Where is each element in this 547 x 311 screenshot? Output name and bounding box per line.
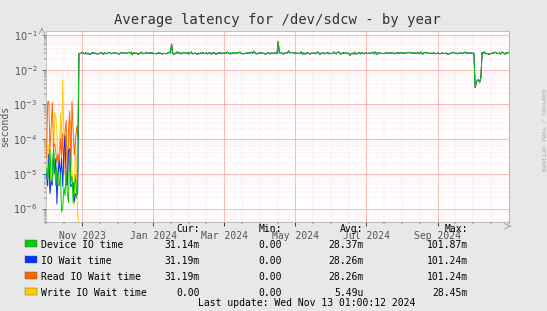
Text: Device IO time: Device IO time (41, 240, 123, 250)
Text: 101.24m: 101.24m (427, 256, 468, 266)
Text: Max:: Max: (444, 224, 468, 234)
Text: 0.00: 0.00 (258, 288, 282, 298)
Text: RRDTOOL / TOBI OETIKER: RRDTOOL / TOBI OETIKER (541, 89, 546, 172)
Text: 31.19m: 31.19m (165, 256, 200, 266)
Text: Min:: Min: (258, 224, 282, 234)
Text: 28.37m: 28.37m (329, 240, 364, 250)
Text: Avg:: Avg: (340, 224, 364, 234)
Text: Cur:: Cur: (176, 224, 200, 234)
Text: 28.26m: 28.26m (329, 272, 364, 282)
Text: 0.00: 0.00 (258, 272, 282, 282)
Title: Average latency for /dev/sdcw - by year: Average latency for /dev/sdcw - by year (114, 13, 441, 27)
Text: 0.00: 0.00 (258, 240, 282, 250)
Text: 28.26m: 28.26m (329, 256, 364, 266)
Text: 0.00: 0.00 (258, 256, 282, 266)
Text: 101.24m: 101.24m (427, 272, 468, 282)
Text: IO Wait time: IO Wait time (41, 256, 112, 266)
Text: 31.19m: 31.19m (165, 272, 200, 282)
Text: 0.00: 0.00 (176, 288, 200, 298)
Text: 28.45m: 28.45m (433, 288, 468, 298)
Text: Read IO Wait time: Read IO Wait time (41, 272, 141, 282)
Text: 31.14m: 31.14m (165, 240, 200, 250)
Y-axis label: seconds: seconds (1, 106, 10, 147)
Text: Last update: Wed Nov 13 01:00:12 2024: Last update: Wed Nov 13 01:00:12 2024 (197, 298, 415, 308)
Text: 5.49u: 5.49u (334, 288, 364, 298)
Text: 101.87m: 101.87m (427, 240, 468, 250)
Text: Write IO Wait time: Write IO Wait time (41, 288, 147, 298)
